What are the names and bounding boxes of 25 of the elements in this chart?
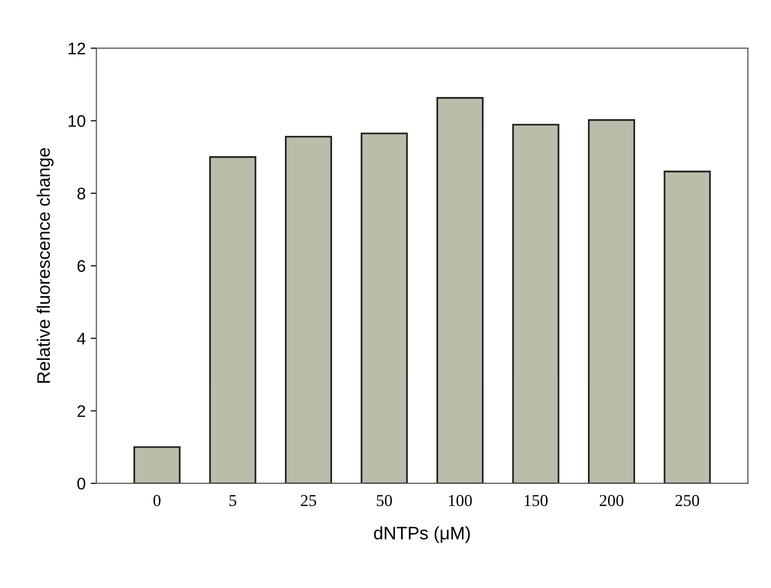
y-tick-label: 12 xyxy=(68,42,86,54)
x-axis-title: dNTPs (μM) xyxy=(374,526,470,544)
y-axis-title: Relative fluorescence change xyxy=(36,148,54,383)
x-tick-label: 50 xyxy=(376,494,392,506)
y-tick-label: 6 xyxy=(78,260,86,272)
bar xyxy=(664,170,711,484)
y-tick-label: 4 xyxy=(77,332,86,344)
x-tick-label: 250 xyxy=(676,494,700,506)
bar xyxy=(360,132,408,484)
bar xyxy=(133,446,181,484)
y-tick-label: 0 xyxy=(77,478,86,490)
y-tick-label: 10 xyxy=(68,115,86,127)
y-tick-label: 2 xyxy=(78,405,86,417)
x-tick-label: 150 xyxy=(524,494,548,506)
x-tick-label: 100 xyxy=(448,494,472,506)
x-tick-label: 5 xyxy=(230,495,236,506)
bar xyxy=(436,97,484,484)
bar xyxy=(588,119,636,484)
bar xyxy=(284,136,332,484)
bar xyxy=(209,156,256,484)
x-tick-label: 0 xyxy=(153,494,161,506)
x-tick-label: 200 xyxy=(600,494,624,506)
bar xyxy=(512,124,560,484)
x-tick-label: 25 xyxy=(300,494,316,506)
y-tick-label: 8 xyxy=(77,188,86,200)
